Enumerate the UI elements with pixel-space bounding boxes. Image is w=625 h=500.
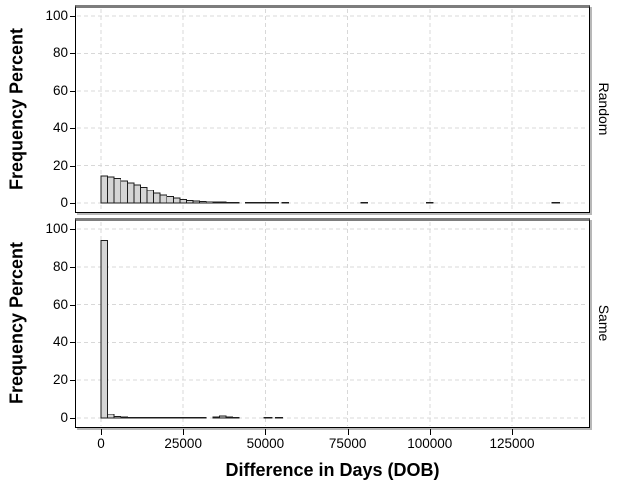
histogram-bar (133, 184, 141, 204)
histogram-bar (264, 202, 273, 204)
histogram-bar (186, 416, 194, 419)
histogram-bar (153, 416, 161, 419)
histogram-bar (146, 189, 155, 204)
y-tick-mark (70, 342, 76, 344)
y-tick-label: 80 (52, 45, 68, 61)
histogram-bar (140, 187, 148, 204)
y-axis-title-top: Frequency Percent (6, 27, 27, 191)
histogram-bar (179, 416, 187, 419)
histogram-bar (263, 416, 273, 419)
facet-label-random: Random (596, 82, 612, 136)
y-tick-label: 40 (52, 334, 68, 350)
histogram-bar (225, 416, 233, 419)
histogram-bar (172, 197, 181, 204)
histogram-bar (205, 201, 214, 204)
histogram-bar (192, 416, 201, 419)
y-tick-label: 40 (52, 120, 68, 136)
facet-label-same: Same (596, 304, 612, 342)
x-tick-label: 50000 (246, 436, 285, 451)
histogram-bar (113, 178, 122, 204)
histogram-bar (100, 175, 109, 204)
histogram-bar (166, 196, 174, 204)
y-axis-title-bottom: Frequency Percent (6, 241, 27, 405)
histogram-bar (360, 201, 368, 204)
y-tick-mark (70, 229, 76, 230)
histogram-bar (271, 201, 280, 204)
histogram-bar (199, 416, 207, 419)
panel-random (75, 5, 590, 213)
histogram-bar (159, 416, 168, 419)
x-tick-label: 100000 (407, 436, 453, 451)
histogram-bar (140, 416, 148, 419)
histogram-bar (218, 201, 227, 204)
panel-same (75, 218, 590, 428)
y-tick-label: 80 (52, 258, 68, 274)
histogram-bar (126, 182, 135, 204)
x-tick-label: 75000 (328, 436, 367, 451)
y-tick-label: 60 (52, 296, 68, 312)
histogram-bar (179, 198, 187, 204)
y-tick-mark (70, 16, 76, 17)
x-tick-label: 25000 (164, 436, 202, 451)
x-axis-title: Difference in Days (DOB) (225, 460, 440, 480)
y-tick-label: 20 (52, 157, 68, 173)
histogram-bar (218, 415, 227, 419)
x-tick-mark (347, 429, 349, 435)
y-tick-mark (70, 266, 76, 268)
x-tick-mark (101, 429, 102, 435)
histogram-bar (426, 201, 434, 204)
panel-random-plot (77, 9, 588, 211)
histogram-bar (551, 201, 560, 204)
y-tick-mark (70, 203, 76, 204)
histogram-bar (126, 416, 135, 419)
histogram-bar (212, 416, 220, 419)
histogram-bar (120, 416, 128, 419)
x-tick-mark (183, 429, 185, 435)
histogram-bar (232, 416, 240, 419)
histogram-bar (232, 201, 240, 204)
y-tick-mark (70, 418, 76, 419)
x-tick-mark (512, 429, 513, 435)
y-tick-label: 60 (52, 82, 68, 98)
histogram-bar (166, 416, 174, 419)
y-tick-mark (70, 128, 76, 130)
histogram-bar (258, 201, 266, 204)
y-tick-mark (70, 304, 76, 306)
histogram-bar (212, 201, 220, 204)
histogram-bar (159, 194, 168, 204)
histogram-bar (225, 201, 233, 204)
histogram-bar (113, 416, 122, 419)
x-tick-mark (265, 429, 267, 435)
y-tick-label: 0 (60, 195, 68, 210)
histogram-bar (251, 201, 260, 204)
panel-same-plot (77, 222, 588, 426)
histogram-bar (274, 416, 283, 419)
histogram-bar (107, 176, 115, 204)
y-tick-label: 0 (60, 410, 68, 425)
histogram-bar (186, 199, 194, 204)
y-tick-label: 100 (45, 8, 68, 23)
x-tick-label: 0 (97, 436, 105, 451)
y-tick-mark (70, 380, 76, 382)
histogram-bar (107, 413, 115, 419)
histogram-bar (172, 416, 181, 419)
y-tick-mark (70, 53, 76, 55)
y-tick-label: 100 (45, 221, 68, 236)
x-tick-label: 125000 (489, 436, 535, 451)
histogram-bar (245, 201, 253, 204)
y-tick-label: 20 (52, 372, 68, 388)
y-tick-mark (70, 165, 76, 167)
histogram-bar (133, 416, 141, 419)
x-tick-mark (429, 429, 431, 435)
histogram-bar (192, 200, 201, 204)
y-tick-mark (70, 90, 76, 92)
histogram-bar (153, 192, 161, 204)
histogram-bar (146, 416, 155, 419)
histogram-bar (100, 239, 109, 419)
histogram-bar (281, 201, 289, 204)
histogram-bar (199, 201, 207, 204)
histogram-bar (120, 180, 128, 204)
